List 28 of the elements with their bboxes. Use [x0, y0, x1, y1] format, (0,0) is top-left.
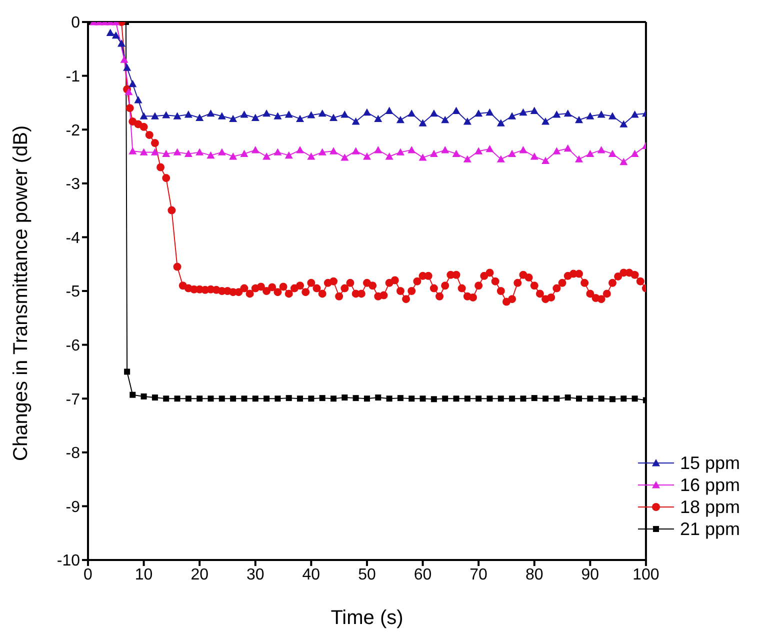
- y-tick-label: -10: [56, 552, 80, 570]
- x-tick-label: 60: [414, 566, 432, 584]
- x-tick-label: 30: [246, 566, 264, 584]
- x-axis-title: Time (s): [330, 607, 404, 629]
- x-tick-label: 50: [358, 566, 376, 584]
- y-axis-title: Changes in Transmittance power (dB): [10, 125, 32, 461]
- x-tick-label: 80: [525, 566, 544, 584]
- y-tick-label: -6: [66, 337, 80, 354]
- x-tick-label: 40: [302, 566, 320, 584]
- legend-label: 15 ppm: [680, 452, 740, 474]
- y-tick-label: -8: [66, 445, 80, 462]
- y-tick-label: -4: [66, 230, 80, 247]
- y-tick-label: -3: [66, 176, 80, 194]
- y-tick-label: -9: [66, 498, 80, 516]
- y-tick-label: -2: [66, 122, 80, 140]
- y-tick-label: -1: [66, 68, 80, 86]
- legend-label: 16 ppm: [680, 474, 740, 496]
- x-tick-label: 70: [470, 566, 488, 584]
- x-tick-label: 20: [190, 566, 209, 584]
- x-tick-label: 0: [84, 566, 93, 584]
- y-tick-label: -7: [66, 391, 80, 408]
- legend-label: 21 ppm: [680, 518, 740, 540]
- x-tick-label: 100: [632, 566, 660, 584]
- y-tick-label: 0: [71, 14, 80, 32]
- y-tick-label: -5: [66, 284, 80, 301]
- x-tick-label: 90: [581, 566, 600, 584]
- x-tick-label: 10: [134, 566, 153, 584]
- legend-label: 18 ppm: [680, 496, 740, 518]
